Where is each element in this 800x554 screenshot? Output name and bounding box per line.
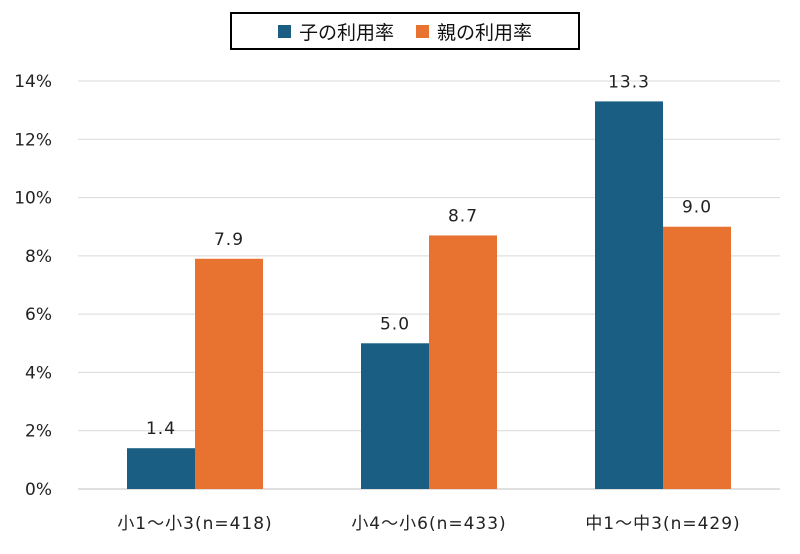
data-label: 8.7 — [448, 206, 478, 226]
y-tick-label: 14% — [14, 72, 52, 92]
bar — [595, 101, 663, 490]
y-tick-label: 12% — [14, 130, 52, 150]
y-tick-label: 10% — [14, 189, 52, 209]
x-category-label: 小1～小3(n=418) — [117, 514, 272, 534]
data-label: 9.0 — [682, 198, 712, 218]
legend-label-child: 子の利用率 — [298, 21, 394, 44]
legend-item-child: 子の利用率 — [277, 18, 394, 45]
y-tick-label: 4% — [25, 363, 52, 383]
x-category-label: 小4～小6(n=433) — [351, 514, 506, 534]
legend-swatch-child — [277, 24, 291, 38]
data-label: 7.9 — [214, 230, 244, 250]
bar — [127, 448, 195, 489]
legend-item-parent: 親の利用率 — [416, 18, 532, 45]
bar — [195, 258, 263, 489]
bar — [361, 343, 429, 489]
data-label: 13.3 — [608, 72, 650, 92]
y-tick-label: 0% — [25, 480, 52, 500]
y-tick-label: 2% — [25, 422, 52, 442]
y-tick-label: 6% — [25, 305, 52, 325]
legend-label-parent: 親の利用率 — [437, 21, 533, 44]
bar — [663, 226, 731, 489]
bar — [429, 235, 497, 489]
y-tick-label: 8% — [25, 247, 52, 267]
x-category-label: 中1～中3(n=429) — [585, 514, 740, 534]
legend: 子の利用率 親の利用率 — [230, 12, 580, 50]
legend-swatch-parent — [416, 24, 429, 38]
data-label: 5.0 — [380, 314, 410, 334]
data-label: 1.4 — [146, 419, 176, 439]
